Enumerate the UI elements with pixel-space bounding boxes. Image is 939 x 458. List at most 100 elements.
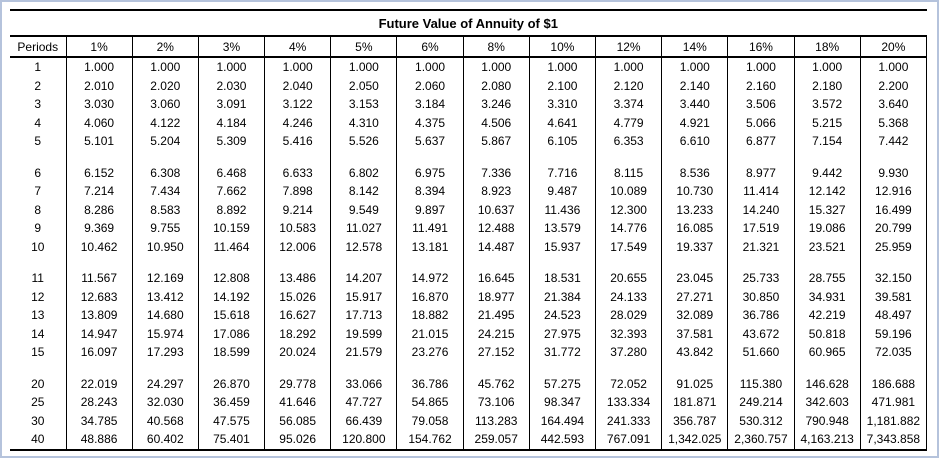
value-cell: 181.871 [661, 393, 728, 412]
value-cell: 17.519 [727, 219, 795, 238]
value-cell: 26.870 [197, 374, 265, 393]
value-cell: 6.105 [528, 132, 596, 151]
value-cell: 1.000 [330, 57, 397, 77]
period-cell: 20 [31, 376, 45, 391]
gap-cell [462, 150, 530, 164]
value-cell: 6.152 [65, 163, 133, 182]
group-separator-row [10, 256, 928, 269]
group-separator-row [10, 361, 928, 375]
gap-cell [793, 361, 861, 375]
value-cell: 18.531 [528, 269, 596, 288]
value-cell: 5.867 [462, 132, 530, 151]
rate-column-header: 4% [264, 36, 331, 58]
table-row: 10 10.462 10.950 11.464 12.006 12.578 13.181 14… [10, 237, 928, 256]
value-cell: 10.159 [197, 219, 265, 238]
value-cell: 4.921 [661, 113, 728, 132]
gap-cell [131, 256, 199, 269]
value-cell: 18.292 [264, 324, 331, 343]
value-cell: 14.972 [396, 269, 464, 288]
value-cell: 12.916 [859, 182, 928, 201]
value-cell: 4.779 [594, 113, 662, 132]
value-cell: 8.977 [727, 163, 795, 182]
value-cell: 8.892 [197, 200, 265, 219]
value-cell: 14.240 [727, 200, 795, 219]
value-cell: 32.030 [131, 393, 199, 412]
value-cell: 20.799 [859, 219, 928, 238]
value-cell: 21.579 [330, 343, 397, 362]
value-cell: 17.293 [131, 343, 199, 362]
value-cell: 13.579 [528, 219, 596, 238]
value-cell: 4.375 [396, 113, 464, 132]
period-cell: 11 [31, 271, 44, 286]
value-cell: 11.414 [727, 182, 795, 201]
period-cell: 25 [31, 395, 45, 410]
value-cell: 9.930 [859, 163, 928, 182]
value-cell: 4.184 [197, 113, 265, 132]
value-cell: 28.755 [793, 269, 861, 288]
gap-cell [197, 256, 265, 269]
period-cell: 12 [31, 289, 45, 304]
gap-cell [727, 361, 795, 375]
value-cell: 23.521 [793, 237, 861, 256]
value-cell: 60.402 [131, 430, 199, 451]
table-row: 3 3.030 3.060 3.091 3.122 3.153 3.184 3.246 3.31… [10, 95, 928, 114]
value-cell: 7.434 [131, 182, 199, 201]
value-cell: 2.060 [396, 76, 464, 95]
column-header-row: Periods 1% 2% 3% 4% 5% 6% 8% 10% 12% 14% 16% 18% 20% [10, 36, 928, 58]
value-cell: 72.035 [859, 343, 928, 362]
value-cell: 442.593 [528, 430, 596, 451]
value-cell: 3.310 [528, 95, 596, 114]
value-cell: 12.488 [462, 219, 530, 238]
value-cell: 3.572 [793, 95, 861, 114]
value-cell: 24.297 [131, 374, 199, 393]
table-row: 40 48.886 60.402 75.401 95.026 120.800 154.762… [10, 430, 928, 451]
value-cell: 16.627 [264, 306, 331, 325]
value-cell: 34.931 [793, 287, 861, 306]
period-cell: 6 [34, 165, 42, 180]
value-cell: 767.091 [594, 430, 662, 451]
value-cell: 14.947 [65, 324, 133, 343]
value-cell: 16.499 [859, 200, 928, 219]
value-cell: 37.280 [594, 343, 662, 362]
value-cell: 7.336 [462, 163, 530, 182]
value-cell: 28.029 [594, 306, 662, 325]
period-cell: 9 [34, 221, 42, 236]
value-cell: 7.662 [197, 182, 265, 201]
value-cell: 7,343.858 [859, 430, 928, 451]
period-cell: 30 [31, 413, 45, 428]
value-cell: 2.040 [264, 76, 331, 95]
value-cell: 6.633 [264, 163, 331, 182]
gap-cell [661, 256, 728, 269]
value-cell: 10.089 [594, 182, 662, 201]
value-cell: 19.337 [661, 237, 728, 256]
value-cell: 66.439 [330, 411, 397, 430]
value-cell: 9.549 [330, 200, 397, 219]
value-cell: 19.086 [793, 219, 861, 238]
value-cell: 40.568 [131, 411, 199, 430]
value-cell: 13.412 [131, 287, 199, 306]
rate-column-header: 12% [594, 36, 662, 58]
value-cell: 8.142 [330, 182, 397, 201]
value-cell: 1.000 [727, 57, 795, 77]
rate-column-header: 18% [793, 36, 861, 58]
value-cell: 12.300 [594, 200, 662, 219]
value-cell: 2.080 [462, 76, 530, 95]
gap-cell [10, 362, 66, 375]
value-cell: 10.637 [462, 200, 530, 219]
value-cell: 27.152 [462, 343, 530, 362]
rate-column-header: 16% [727, 36, 795, 58]
value-cell: 56.085 [264, 411, 331, 430]
value-cell: 6.468 [197, 163, 265, 182]
value-cell: 21.015 [396, 324, 464, 343]
value-cell: 22.019 [65, 374, 133, 393]
value-cell: 4.060 [65, 113, 133, 132]
gap-cell [859, 150, 928, 164]
value-cell: 3.122 [264, 95, 331, 114]
value-cell: 15.917 [330, 287, 397, 306]
value-cell: 13.486 [264, 269, 331, 288]
rate-column-header: 20% [859, 36, 928, 58]
rate-column-header: 2% [131, 36, 199, 58]
value-cell: 21.495 [462, 306, 530, 325]
value-cell: 16.645 [462, 269, 530, 288]
value-cell: 9.214 [264, 200, 331, 219]
